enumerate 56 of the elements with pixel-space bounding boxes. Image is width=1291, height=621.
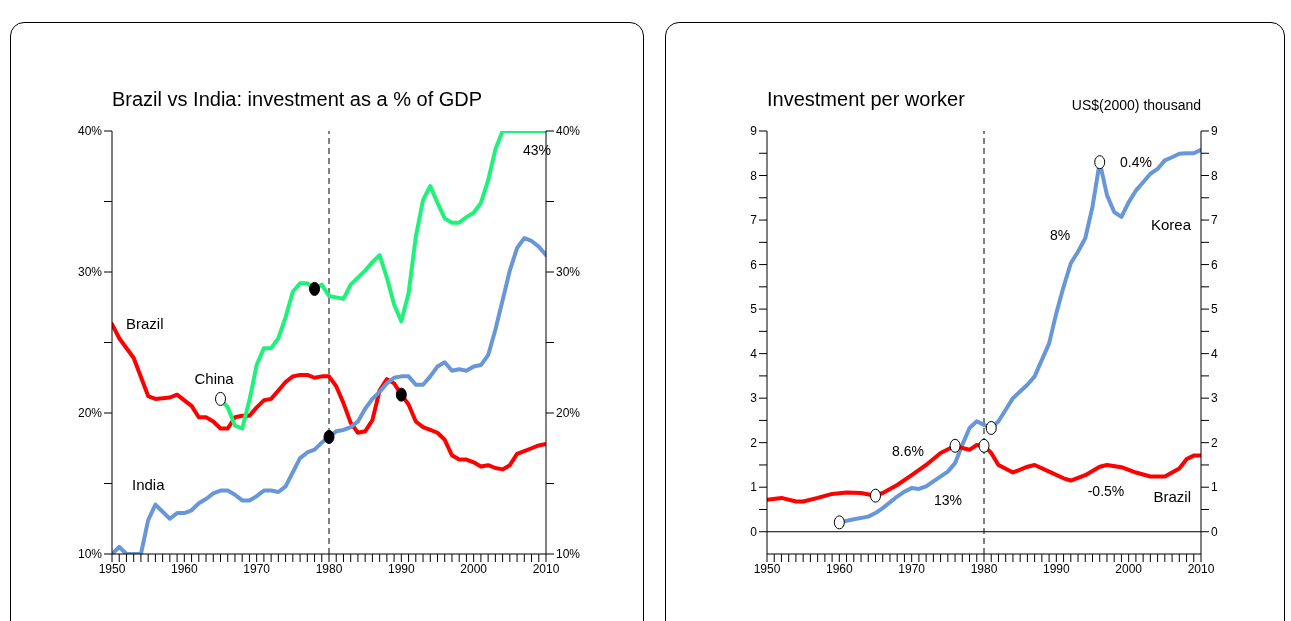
x-tick-label: 1980 bbox=[970, 561, 998, 576]
y-tick-label: 4 bbox=[750, 346, 758, 361]
y-tick-label: 7 bbox=[750, 213, 758, 228]
y2-tick-label: 10% bbox=[556, 547, 581, 562]
y-tick-label: 10% bbox=[77, 547, 103, 562]
series-label: Brazil bbox=[126, 315, 164, 333]
y-tick-label: 8 bbox=[750, 168, 758, 183]
annotation: 8.6% bbox=[892, 443, 924, 459]
y2-tick-label: 20% bbox=[556, 406, 581, 421]
y-tick-label: 40% bbox=[77, 124, 103, 139]
y2-tick-label: 1 bbox=[1211, 480, 1218, 495]
y2-tick-label: 8 bbox=[1211, 168, 1218, 183]
y2-tick-label: 30% bbox=[556, 265, 581, 280]
x-tick-label: 1960 bbox=[170, 561, 198, 576]
annotation: 43% bbox=[522, 142, 552, 158]
x-tick-label: 2010 bbox=[532, 561, 560, 576]
x-tick-label: 2000 bbox=[1115, 561, 1143, 576]
x-tick-label: 1950 bbox=[753, 561, 781, 576]
y2-tick-label: 9 bbox=[1211, 124, 1218, 139]
y-tick-label: 30% bbox=[77, 265, 103, 280]
annotation: -0.5% bbox=[1087, 483, 1125, 499]
x-tick-label: 1990 bbox=[1042, 561, 1070, 576]
x-tick-label: 2000 bbox=[460, 561, 488, 576]
y-tick-label: 0 bbox=[750, 525, 758, 539]
chart-title: Brazil vs India: investment as a % of GDP bbox=[112, 88, 483, 111]
x-tick-label: 1950 bbox=[98, 561, 126, 576]
series-label: Korea bbox=[1150, 215, 1192, 233]
y2-tick-label: 5 bbox=[1211, 302, 1218, 317]
y-tick-label: 9 bbox=[750, 124, 758, 139]
y2-tick-label: 40% bbox=[556, 124, 581, 139]
x-tick-label: 1970 bbox=[243, 561, 271, 576]
y2-tick-label: 2 bbox=[1211, 435, 1218, 450]
y-tick-label: 2 bbox=[750, 435, 758, 450]
x-tick-label: 1970 bbox=[898, 561, 926, 576]
y-tick-label: 1 bbox=[750, 480, 758, 495]
chart-title: Investment per worker bbox=[767, 88, 965, 111]
x-tick-label: 1960 bbox=[825, 561, 853, 576]
annotation: 0.4% bbox=[1120, 154, 1152, 170]
annotation: 8% bbox=[1049, 227, 1071, 243]
y-tick-label: 6 bbox=[750, 257, 758, 272]
y-tick-label: 3 bbox=[750, 391, 758, 406]
series-label: China bbox=[194, 369, 235, 387]
y-tick-label: 5 bbox=[750, 302, 758, 317]
y2-tick-label: 4 bbox=[1211, 346, 1218, 361]
y-tick-label: 20% bbox=[77, 406, 103, 421]
x-tick-label: 2010 bbox=[1187, 561, 1215, 576]
series-label: India bbox=[132, 476, 166, 493]
y2-tick-label: 7 bbox=[1211, 213, 1218, 228]
x-tick-label: 1980 bbox=[315, 561, 343, 576]
series-label: Brazil bbox=[1153, 487, 1191, 505]
annotation: 13% bbox=[933, 492, 963, 508]
y2-tick-label: 0 bbox=[1211, 525, 1218, 539]
chart-subtitle: US$(2000) thousand bbox=[1071, 97, 1201, 113]
y2-tick-label: 6 bbox=[1211, 257, 1218, 272]
x-tick-label: 1990 bbox=[387, 561, 415, 576]
y2-tick-label: 3 bbox=[1211, 391, 1218, 406]
